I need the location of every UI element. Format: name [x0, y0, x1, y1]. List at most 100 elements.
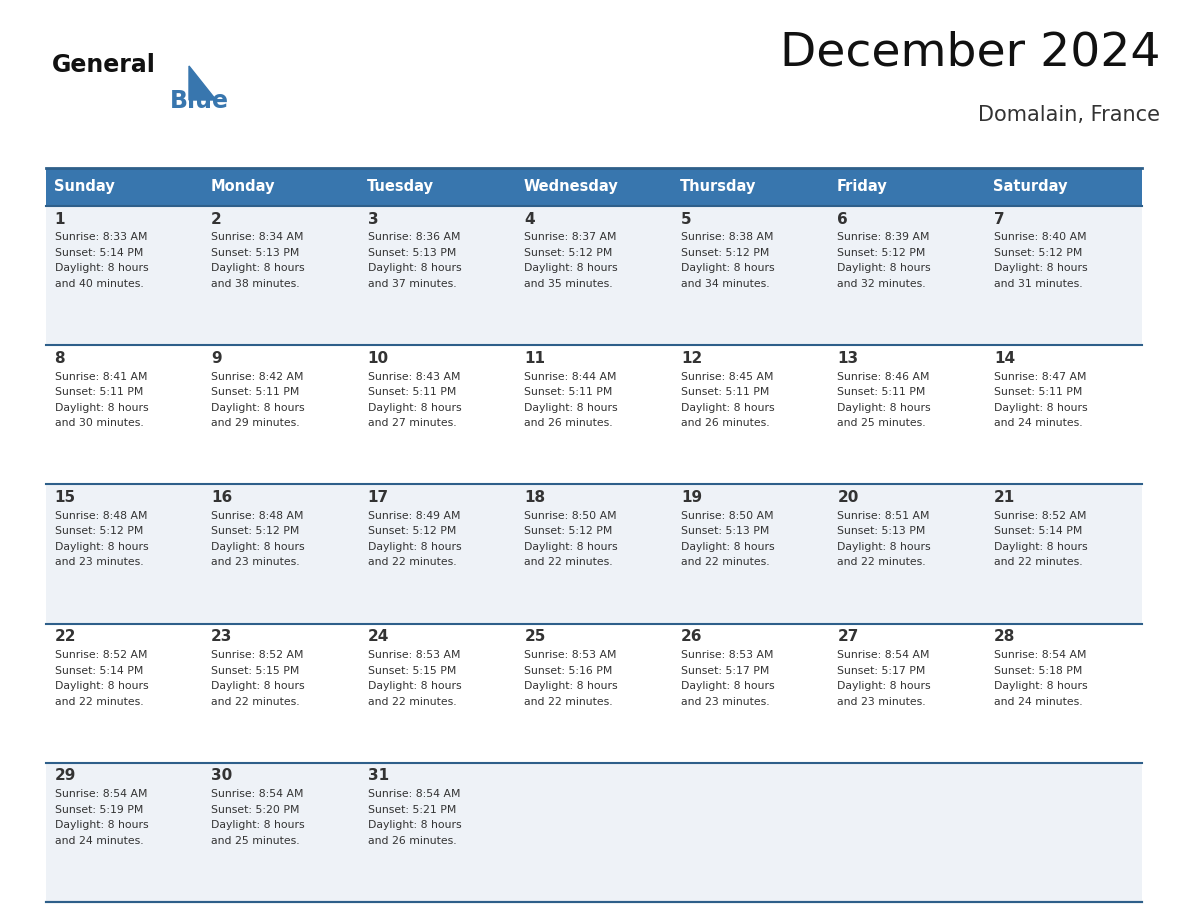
Text: and 22 minutes.: and 22 minutes.: [524, 697, 613, 707]
Bar: [359, 485, 516, 623]
Text: Sunrise: 8:40 AM: Sunrise: 8:40 AM: [994, 232, 1087, 242]
Text: 15: 15: [55, 490, 76, 505]
Text: Sunset: 5:17 PM: Sunset: 5:17 PM: [838, 666, 925, 676]
Text: and 23 minutes.: and 23 minutes.: [681, 697, 770, 707]
Text: Sunrise: 8:48 AM: Sunrise: 8:48 AM: [55, 511, 147, 521]
Text: Sunrise: 8:38 AM: Sunrise: 8:38 AM: [681, 232, 773, 242]
Text: Sunset: 5:11 PM: Sunset: 5:11 PM: [994, 387, 1082, 397]
Text: and 32 minutes.: and 32 minutes.: [838, 279, 927, 289]
Text: Blue: Blue: [170, 89, 229, 113]
Text: and 22 minutes.: and 22 minutes.: [368, 697, 456, 707]
Bar: [672, 206, 829, 345]
Text: Daylight: 8 hours: Daylight: 8 hours: [681, 403, 775, 413]
Text: Daylight: 8 hours: Daylight: 8 hours: [55, 403, 148, 413]
Text: Wednesday: Wednesday: [524, 180, 618, 195]
Bar: [985, 763, 1142, 902]
Text: 14: 14: [994, 351, 1016, 365]
Text: 18: 18: [524, 490, 545, 505]
Bar: [829, 623, 985, 763]
Text: Sunrise: 8:51 AM: Sunrise: 8:51 AM: [838, 511, 930, 521]
Text: 1: 1: [55, 211, 65, 227]
Text: Daylight: 8 hours: Daylight: 8 hours: [994, 542, 1088, 552]
Text: Sunrise: 8:42 AM: Sunrise: 8:42 AM: [211, 372, 304, 382]
Text: Sunrise: 8:54 AM: Sunrise: 8:54 AM: [55, 789, 147, 800]
Text: and 40 minutes.: and 40 minutes.: [55, 279, 144, 289]
Text: Sunset: 5:12 PM: Sunset: 5:12 PM: [994, 248, 1082, 258]
Text: Sunset: 5:19 PM: Sunset: 5:19 PM: [55, 805, 143, 815]
Text: Sunrise: 8:53 AM: Sunrise: 8:53 AM: [368, 650, 460, 660]
Text: Daylight: 8 hours: Daylight: 8 hours: [994, 681, 1088, 691]
Text: 11: 11: [524, 351, 545, 365]
Text: Daylight: 8 hours: Daylight: 8 hours: [681, 681, 775, 691]
Text: and 22 minutes.: and 22 minutes.: [368, 557, 456, 567]
Bar: [46, 485, 203, 623]
Text: Sunset: 5:12 PM: Sunset: 5:12 PM: [524, 248, 613, 258]
Bar: [985, 206, 1142, 345]
Bar: [672, 485, 829, 623]
Bar: [203, 206, 359, 345]
Text: Sunset: 5:11 PM: Sunset: 5:11 PM: [368, 387, 456, 397]
Text: Daylight: 8 hours: Daylight: 8 hours: [211, 821, 305, 830]
Text: Sunrise: 8:50 AM: Sunrise: 8:50 AM: [524, 511, 617, 521]
Text: 19: 19: [681, 490, 702, 505]
Bar: [203, 168, 359, 206]
Text: Sunset: 5:15 PM: Sunset: 5:15 PM: [211, 666, 299, 676]
Text: 17: 17: [368, 490, 388, 505]
Text: Sunrise: 8:45 AM: Sunrise: 8:45 AM: [681, 372, 773, 382]
Text: 9: 9: [211, 351, 222, 365]
Text: Sunset: 5:16 PM: Sunset: 5:16 PM: [524, 666, 613, 676]
Bar: [516, 168, 672, 206]
Text: Sunrise: 8:48 AM: Sunrise: 8:48 AM: [211, 511, 304, 521]
Text: 28: 28: [994, 629, 1016, 644]
Bar: [203, 623, 359, 763]
Text: and 25 minutes.: and 25 minutes.: [838, 419, 927, 428]
Text: Daylight: 8 hours: Daylight: 8 hours: [524, 681, 618, 691]
Text: 26: 26: [681, 629, 702, 644]
Text: Daylight: 8 hours: Daylight: 8 hours: [55, 542, 148, 552]
Text: Daylight: 8 hours: Daylight: 8 hours: [368, 821, 461, 830]
Bar: [516, 206, 672, 345]
Bar: [46, 168, 203, 206]
Text: 6: 6: [838, 211, 848, 227]
Text: and 37 minutes.: and 37 minutes.: [368, 279, 456, 289]
Text: Sunrise: 8:41 AM: Sunrise: 8:41 AM: [55, 372, 147, 382]
Text: and 25 minutes.: and 25 minutes.: [211, 835, 299, 845]
Text: and 22 minutes.: and 22 minutes.: [681, 557, 770, 567]
Text: Sunset: 5:21 PM: Sunset: 5:21 PM: [368, 805, 456, 815]
Bar: [829, 168, 985, 206]
Text: Daylight: 8 hours: Daylight: 8 hours: [681, 542, 775, 552]
Bar: [985, 623, 1142, 763]
Text: Tuesday: Tuesday: [367, 180, 434, 195]
Text: and 34 minutes.: and 34 minutes.: [681, 279, 770, 289]
Text: 29: 29: [55, 768, 76, 783]
Text: 2: 2: [211, 211, 222, 227]
Text: Sunset: 5:12 PM: Sunset: 5:12 PM: [524, 526, 613, 536]
Text: and 24 minutes.: and 24 minutes.: [55, 835, 144, 845]
Text: Daylight: 8 hours: Daylight: 8 hours: [55, 681, 148, 691]
Polygon shape: [189, 66, 216, 100]
Text: Sunset: 5:18 PM: Sunset: 5:18 PM: [994, 666, 1082, 676]
Text: and 31 minutes.: and 31 minutes.: [994, 279, 1082, 289]
Bar: [985, 485, 1142, 623]
Text: Sunset: 5:14 PM: Sunset: 5:14 PM: [994, 526, 1082, 536]
Text: Sunset: 5:12 PM: Sunset: 5:12 PM: [838, 248, 925, 258]
Text: Daylight: 8 hours: Daylight: 8 hours: [211, 681, 305, 691]
Text: Sunrise: 8:54 AM: Sunrise: 8:54 AM: [211, 789, 304, 800]
Text: Sunset: 5:15 PM: Sunset: 5:15 PM: [368, 666, 456, 676]
Bar: [829, 345, 985, 485]
Text: Sunset: 5:13 PM: Sunset: 5:13 PM: [838, 526, 925, 536]
Bar: [829, 763, 985, 902]
Text: Daylight: 8 hours: Daylight: 8 hours: [838, 681, 931, 691]
Bar: [203, 345, 359, 485]
Text: Sunrise: 8:47 AM: Sunrise: 8:47 AM: [994, 372, 1087, 382]
Text: Friday: Friday: [836, 180, 887, 195]
Text: Daylight: 8 hours: Daylight: 8 hours: [994, 403, 1088, 413]
Text: and 24 minutes.: and 24 minutes.: [994, 419, 1082, 428]
Text: 22: 22: [55, 629, 76, 644]
Text: Thursday: Thursday: [680, 180, 757, 195]
Text: Domalain, France: Domalain, France: [978, 105, 1159, 125]
Text: Sunset: 5:13 PM: Sunset: 5:13 PM: [681, 526, 770, 536]
Text: Daylight: 8 hours: Daylight: 8 hours: [211, 403, 305, 413]
Text: Sunrise: 8:52 AM: Sunrise: 8:52 AM: [994, 511, 1087, 521]
Text: Sunset: 5:14 PM: Sunset: 5:14 PM: [55, 248, 143, 258]
